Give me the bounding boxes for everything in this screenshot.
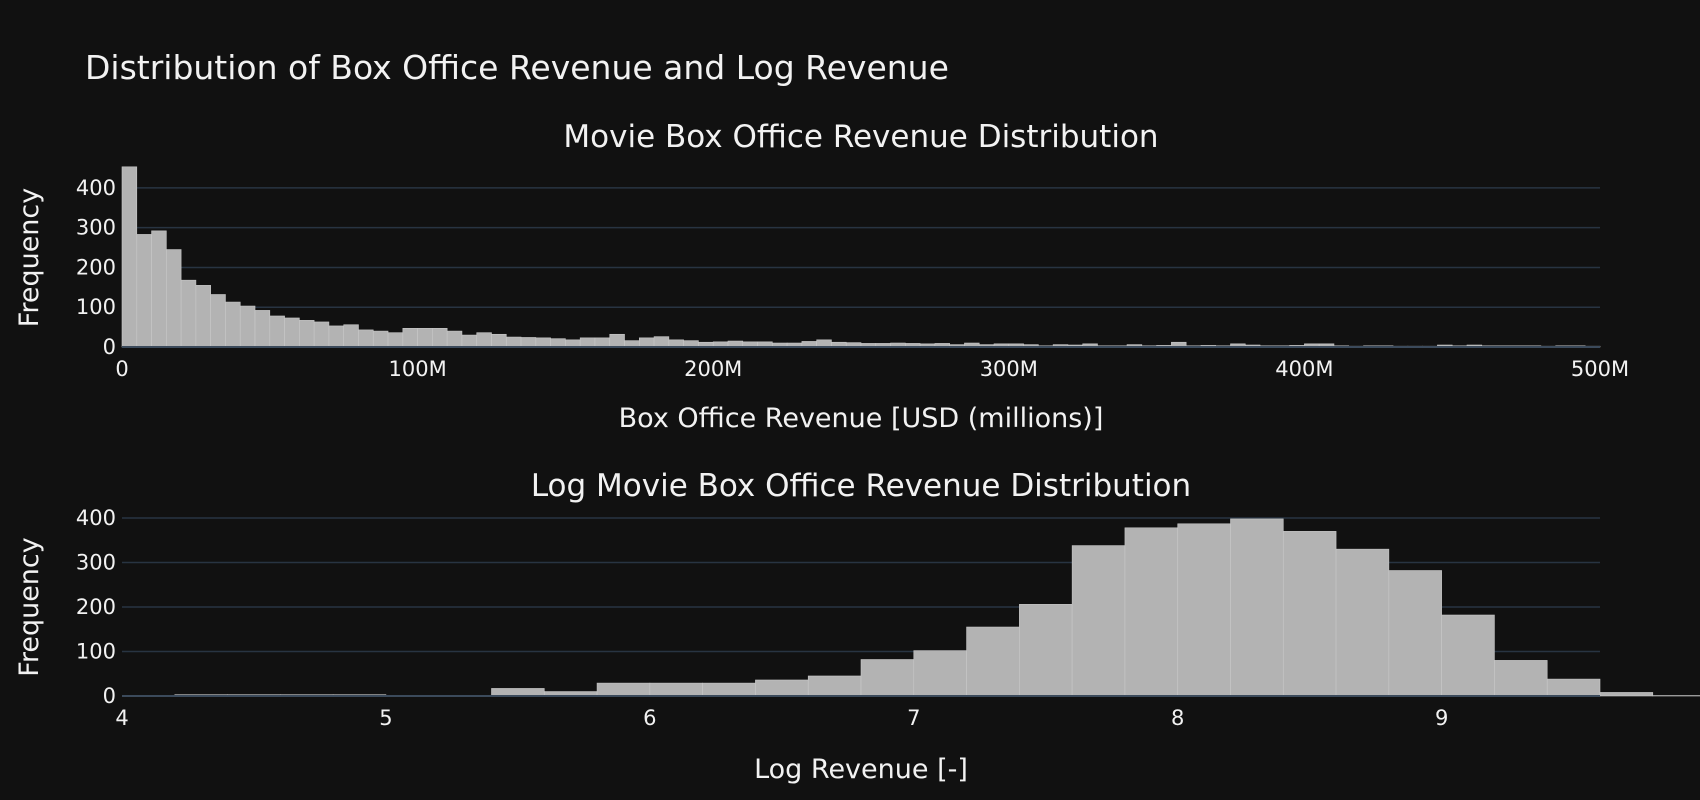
revenue-y-tick-label: 0	[103, 335, 116, 359]
revenue-bar	[166, 249, 182, 348]
revenue-bar	[372, 330, 389, 348]
revenue-bar	[402, 328, 418, 348]
revenue-bar	[432, 328, 448, 348]
log-revenue-bar	[1124, 527, 1179, 697]
revenue-bar	[417, 328, 433, 348]
log-revenue-bar	[1441, 614, 1495, 697]
log-revenue-y-tick-label: 400	[76, 506, 116, 530]
revenue-bar	[638, 337, 655, 348]
revenue-bar	[151, 230, 167, 348]
revenue-bar	[816, 339, 832, 348]
log-revenue-x-axis-label: Log Revenue [-]	[754, 754, 968, 785]
revenue-bar	[180, 279, 197, 348]
log-revenue-histogram-panel: 0 100 200 300 400 4 5 6 7 8 9 Log Movie Box Office …	[14, 468, 1700, 785]
log-revenue-bar	[1546, 678, 1601, 697]
revenue-x-tick-label: 500M	[1571, 357, 1629, 381]
log-revenue-bar	[1071, 545, 1126, 697]
log-revenue-bar	[1335, 548, 1390, 697]
log-revenue-y-axis-label: Frequency	[14, 537, 45, 677]
log-revenue-y-tick-label: 0	[103, 684, 116, 708]
revenue-bar	[299, 320, 315, 348]
log-revenue-bar	[755, 679, 809, 697]
log-revenue-bar	[1282, 531, 1337, 697]
revenue-bar	[313, 321, 330, 348]
revenue-bar	[668, 339, 684, 348]
revenue-y-tick-label: 400	[76, 176, 116, 200]
revenue-bar	[594, 337, 611, 348]
revenue-x-tick-label: 200M	[684, 357, 742, 381]
revenue-x-tick-label: 400M	[1275, 357, 1333, 381]
revenue-x-tick-label: 0	[115, 357, 128, 381]
log-revenue-bar	[702, 682, 756, 697]
revenue-bar	[254, 310, 271, 348]
revenue-bar	[121, 166, 138, 348]
revenue-bar	[239, 305, 256, 348]
log-revenue-bar	[596, 682, 651, 697]
revenue-y-tick-label: 300	[76, 216, 116, 240]
figure-title: Distribution of Box Office Revenue and L…	[85, 48, 949, 87]
revenue-y-tick-label: 200	[76, 255, 116, 279]
revenue-bar	[579, 337, 596, 348]
log-revenue-x-tick-label: 7	[907, 706, 920, 730]
revenue-bar	[358, 329, 374, 348]
revenue-bar	[387, 332, 404, 348]
revenue-bar	[520, 337, 537, 348]
revenue-bar	[609, 333, 625, 348]
log-revenue-bar	[966, 626, 1020, 697]
revenue-bar	[446, 330, 463, 348]
log-revenue-x-tick-label: 5	[379, 706, 392, 730]
revenue-bar	[328, 325, 345, 348]
revenue-bar	[550, 338, 566, 348]
log-revenue-bar	[1388, 570, 1442, 697]
revenue-chart-title: Movie Box Office Revenue Distribution	[563, 119, 1158, 155]
log-revenue-bar	[649, 682, 703, 697]
revenue-bar	[535, 337, 551, 348]
revenue-bar	[461, 334, 478, 348]
revenue-histogram-panel: 0 100 200 300 400 0 100M 200M 300M 400M 500M Movie …	[14, 119, 1629, 434]
log-revenue-bar	[1599, 692, 1654, 697]
log-revenue-x-tick-label: 8	[1171, 706, 1184, 730]
revenue-bar	[505, 336, 522, 348]
revenue-x-tick-label: 300M	[980, 357, 1038, 381]
revenue-bar	[284, 317, 300, 348]
log-revenue-bar	[491, 688, 545, 697]
revenue-bar	[269, 315, 285, 348]
log-revenue-y-tick-label: 200	[76, 595, 116, 619]
log-revenue-bar	[1230, 518, 1284, 697]
revenue-y-axis-label: Frequency	[14, 188, 45, 328]
revenue-bar	[343, 324, 359, 348]
revenue-bar	[565, 339, 581, 348]
revenue-bar	[491, 333, 507, 348]
log-revenue-x-tick-label: 6	[643, 706, 656, 730]
revenue-bar	[653, 336, 670, 348]
log-revenue-bar	[1177, 523, 1231, 697]
revenue-bar	[476, 332, 492, 348]
log-revenue-y-tick-label: 300	[76, 551, 116, 575]
log-revenue-bar	[807, 675, 862, 697]
revenue-bar	[210, 294, 226, 348]
revenue-bar	[225, 301, 241, 348]
log-revenue-chart-title: Log Movie Box Office Revenue Distributio…	[531, 468, 1191, 504]
log-revenue-bar	[1019, 604, 1073, 697]
revenue-x-axis-label: Box Office Revenue [USD (millions)]	[619, 403, 1104, 434]
log-revenue-x-tick-label: 4	[115, 706, 128, 730]
revenue-bar	[136, 234, 152, 348]
log-revenue-x-tick-label: 9	[1435, 706, 1448, 730]
log-revenue-bar	[860, 659, 915, 697]
revenue-y-tick-label: 100	[76, 295, 116, 319]
log-revenue-bar	[1494, 660, 1548, 697]
log-revenue-y-tick-label: 100	[76, 640, 116, 664]
revenue-bar	[195, 285, 211, 348]
revenue-x-tick-label: 100M	[388, 357, 446, 381]
log-revenue-bar	[913, 650, 967, 697]
